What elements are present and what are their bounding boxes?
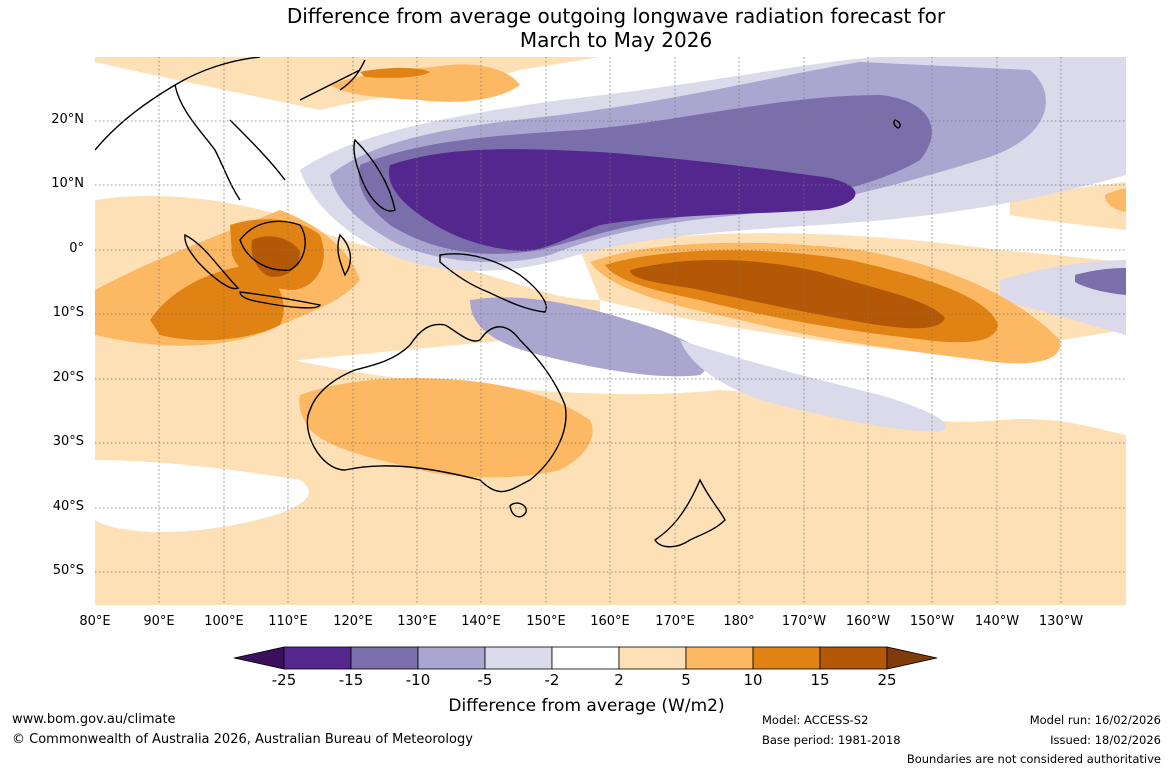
region-north-pacific-strong (388, 149, 856, 251)
coast-australia (306, 323, 567, 493)
colorbar-cell (752, 646, 821, 670)
colorbar-cell (484, 646, 553, 670)
lat-tick-label: 50°S (52, 563, 84, 578)
colorbar-cell (417, 646, 486, 670)
region-north-china-dark-orange (360, 67, 430, 78)
colorbar-tick-label: -15 (338, 671, 364, 689)
footer-copyright: © Commonwealth of Australia 2026, Austra… (12, 732, 473, 747)
lat-tick-label: 40°S (52, 499, 84, 514)
colorbar-tick-label: 10 (743, 671, 763, 689)
contour-fills (95, 57, 1126, 605)
colorbar-cell (350, 646, 419, 670)
coast-new-zealand (654, 478, 726, 548)
lat-tick-label: 10°N (51, 176, 84, 191)
colorbar-tick-label: 25 (877, 671, 897, 689)
coast-new-guinea (439, 253, 547, 313)
lat-tick-label: 20°S (52, 370, 84, 385)
lon-tick-label: 130°E (397, 614, 437, 629)
coast-sumatra (184, 233, 240, 290)
colorbar-tick-label: -25 (271, 671, 297, 689)
colorbar-cell (618, 646, 687, 670)
region-indian-dark-orange (150, 265, 284, 341)
anomaly-map (95, 57, 1126, 605)
colorbar-extend-low (233, 646, 285, 670)
colorbar-tick-label: -2 (544, 671, 560, 689)
region-east-north-orange (1105, 188, 1126, 212)
colorbar-tick-label: 2 (614, 671, 624, 689)
coastlines (95, 57, 901, 548)
coast-asia-mainland (95, 57, 361, 201)
coast-japan (339, 59, 366, 91)
footer-model-run: Model run: 16/02/2026 (1029, 713, 1161, 727)
colorbar-title: Difference from average (W/m2) (448, 696, 725, 716)
colorbar-tick-label: 5 (681, 671, 691, 689)
colorbar-cell (551, 646, 620, 670)
region-java-brown (251, 236, 300, 277)
lon-tick-label: 80°E (79, 614, 111, 629)
gridlines (95, 57, 1126, 605)
lon-tick-label: 170°E (655, 614, 695, 629)
lon-tick-label: 150°W (909, 614, 955, 629)
coast-sulawesi (337, 233, 352, 277)
lat-tick-label: 20°N (51, 112, 84, 127)
coast-philippines (353, 138, 396, 212)
lon-tick-label: 180° (723, 614, 755, 629)
lon-tick-label: 140°W (974, 614, 1020, 629)
region-east-light-orange (1010, 182, 1126, 230)
colorbar-cell (283, 646, 352, 670)
colorbar-cell (819, 646, 888, 670)
lon-tick-label: 160°E (590, 614, 630, 629)
lon-tick-label: 90°E (143, 614, 175, 629)
chart-title-line2: March to May 2026 (519, 28, 713, 52)
region-australia-orange (299, 378, 593, 478)
footer-base-period: Base period: 1981-2018 (762, 733, 901, 747)
colorbar-extend-high (886, 646, 938, 670)
coast-tasmania (509, 502, 527, 518)
lon-tick-label: 100°E (204, 614, 244, 629)
region-white-south (95, 460, 309, 532)
region-coral-sea-light (470, 297, 708, 377)
colorbar-tick-label: 15 (810, 671, 830, 689)
region-spcz-brown (630, 260, 945, 329)
region-east-pacific-mid (1075, 268, 1126, 295)
lon-tick-label: 140°E (461, 614, 501, 629)
lat-tick-label: 30°S (52, 434, 84, 449)
lat-tick-label: 0° (69, 241, 84, 256)
lat-tick-label: 10°S (52, 305, 84, 320)
lon-tick-label: 160°W (845, 614, 891, 629)
colorbar-tick-label: -5 (477, 671, 493, 689)
colorbar-cell (685, 646, 754, 670)
footer-url: www.bom.gov.au/climate (12, 712, 176, 727)
coast-hawaii (893, 119, 901, 129)
colorbar-tick-label: -10 (405, 671, 431, 689)
footer-disclaimer: Boundaries are not considered authoritat… (906, 752, 1161, 766)
lon-tick-label: 110°E (268, 614, 308, 629)
lon-tick-label: 150°E (526, 614, 566, 629)
footer-issued: Issued: 18/02/2026 (1050, 733, 1161, 747)
coast-java (239, 291, 321, 309)
lon-tick-label: 120°E (333, 614, 373, 629)
lon-tick-label: 130°W (1038, 614, 1084, 629)
colorbar (233, 646, 938, 670)
lon-tick-label: 170°W (781, 614, 827, 629)
footer-model: Model: ACCESS-S2 (762, 713, 869, 727)
chart-title: Difference from average outgoing longwav… (0, 4, 1173, 52)
region-south-pacific-lightest (680, 340, 947, 432)
chart-title-line1: Difference from average outgoing longwav… (286, 4, 946, 28)
